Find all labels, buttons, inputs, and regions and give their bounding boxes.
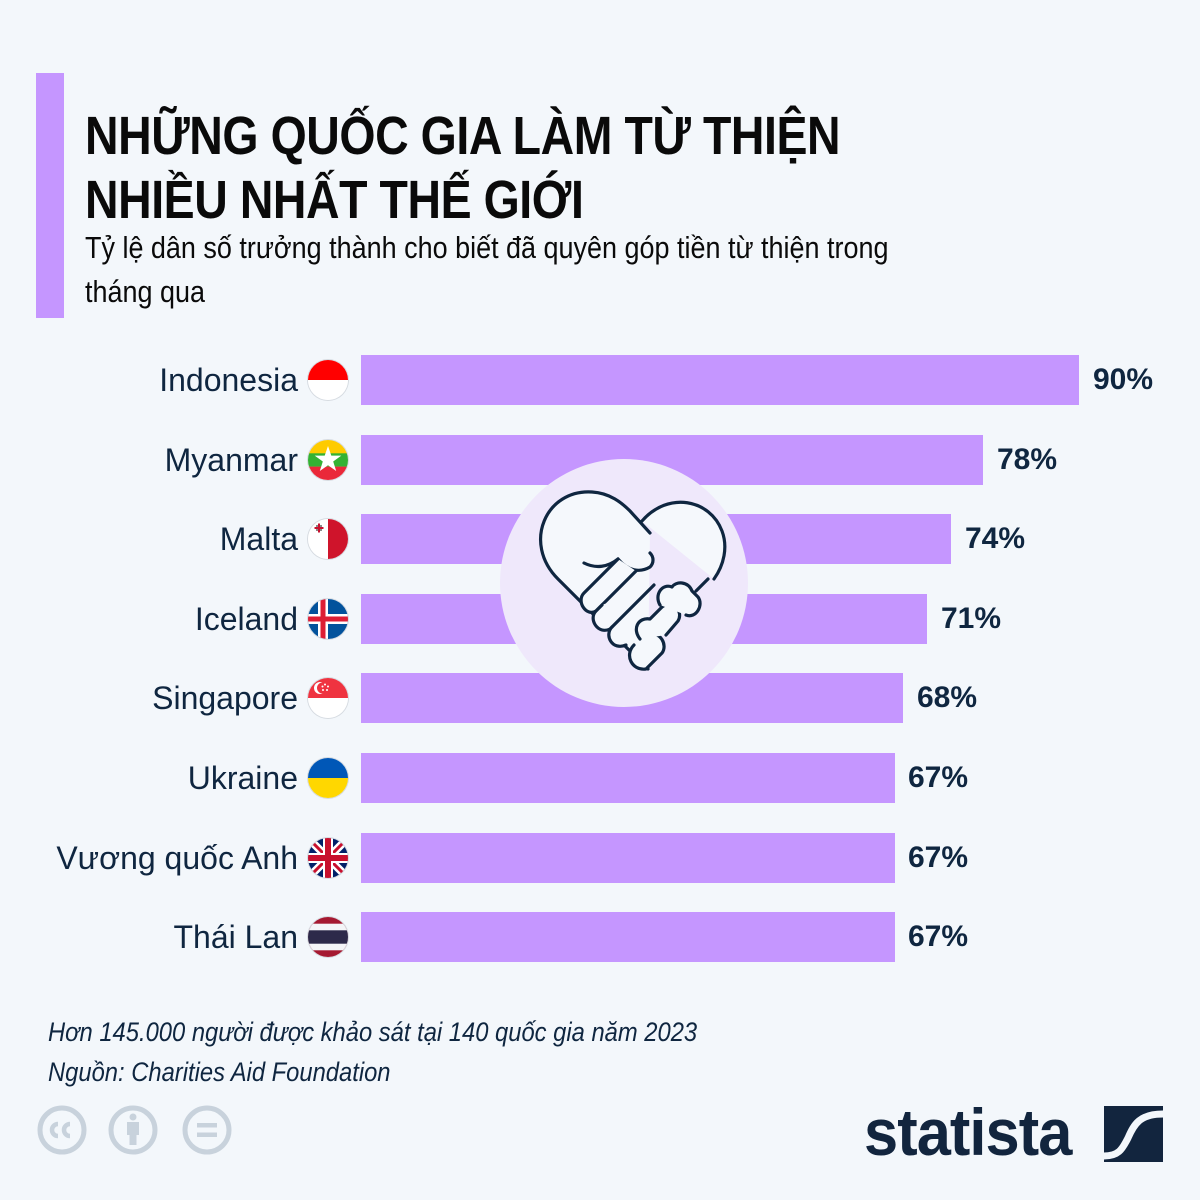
value-label: 78% [997,442,1058,476]
country-label: Indonesia [159,362,298,398]
source-note: Nguồn: Charities Aid Foundation [48,1057,391,1087]
chart-subtitle: Tỷ lệ dân số trưởng thành cho biết đã qu… [85,226,1094,314]
attribution-icon[interactable] [108,1105,158,1155]
country-label: Singapore [152,680,298,717]
value-label: 71% [941,601,1002,635]
flag-ukraine-icon [308,758,348,798]
heart-handshake-badge [500,459,748,707]
flag-iceland-icon [308,598,348,639]
bar-row: Indonesia 90% [0,355,1200,405]
chart-title-line-2: NHIỀU NHẤT THẾ GIỚI [85,170,584,230]
bar [361,832,895,883]
country-label: Thái Lan [173,919,298,956]
country-label: Malta [219,521,298,558]
country-label: Iceland [194,600,298,637]
flag-united-kingdom-icon [308,837,348,878]
chart-subtitle-line-2: tháng qua [85,274,205,309]
title-accent-bar [36,73,64,318]
bar [361,355,1079,405]
country-label: Vương quốc Anh [56,839,298,876]
bar-chart: Indonesia 90% Myanmar 78% Malta 74% Icel… [0,355,1200,963]
flag-thailand-icon [308,917,348,958]
value-label: 67% [908,840,969,874]
heart-handshake-icon [539,490,727,671]
country-label: Ukraine [187,760,298,796]
footer-notes: Hơn 145.000 người được khảo sát tại 140 … [48,1012,697,1092]
flag-myanmar-icon [308,439,348,480]
chart-subtitle-line-1: Tỷ lệ dân số trưởng thành cho biết đã qu… [85,230,889,265]
flag-singapore-icon [308,678,348,719]
bar [361,912,895,963]
statista-logo-mark-icon [1104,1106,1163,1162]
bar [361,753,895,803]
chart-title-line-1: NHỮNG QUỐC GIA LÀM TỪ THIỆN [85,106,841,166]
value-label: 67% [908,761,969,794]
value-label: 74% [965,522,1026,556]
bar-row: Ukraine 67% [0,753,1200,803]
statista-wordmark: statista [864,1095,1072,1169]
value-label: 68% [917,681,978,715]
value-label: 90% [1093,363,1154,396]
bar-row: Vương quốc Anh 67% [0,832,1200,883]
country-label: Myanmar [164,441,298,478]
bar-row: Thái Lan 67% [0,912,1200,963]
value-label: 67% [908,920,969,954]
flag-indonesia-icon [308,360,348,400]
flag-malta-icon [308,519,348,560]
no-derivatives-icon[interactable] [182,1105,232,1155]
survey-note: Hơn 145.000 người được khảo sát tại 140 … [48,1017,698,1047]
creative-commons-icon[interactable] [37,1105,87,1155]
chart-title: NHỮNG QUỐC GIA LÀM TỪ THIỆN NHIỀU NHẤT T… [85,104,841,232]
